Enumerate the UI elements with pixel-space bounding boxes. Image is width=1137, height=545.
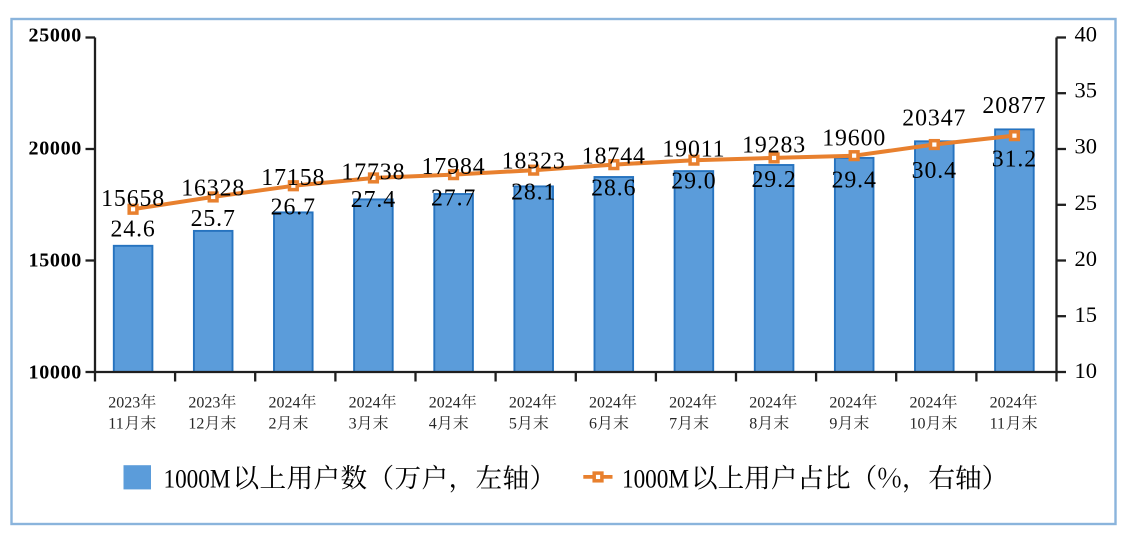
svg-text:15: 15 (1075, 302, 1098, 327)
svg-text:7: 7 (669, 416, 677, 433)
svg-text:1000M: 1000M (622, 463, 689, 493)
svg-text:2023: 2023 (108, 394, 140, 411)
svg-text:9: 9 (829, 416, 837, 433)
svg-text:4: 4 (429, 416, 437, 433)
svg-text:19600: 19600 (822, 126, 886, 152)
svg-text:2024: 2024 (429, 394, 461, 411)
svg-text:25.7: 25.7 (191, 206, 236, 232)
svg-text:28.1: 28.1 (511, 180, 556, 206)
svg-text:2024: 2024 (509, 394, 541, 411)
svg-text:25000: 25000 (29, 25, 83, 47)
svg-text:11: 11 (108, 416, 123, 433)
svg-text:30: 30 (1075, 134, 1098, 159)
svg-text:10000: 10000 (29, 362, 83, 384)
svg-text:28.6: 28.6 (591, 176, 636, 202)
svg-text:6: 6 (589, 416, 597, 433)
svg-text:20000: 20000 (29, 138, 83, 160)
svg-text:2024: 2024 (589, 394, 621, 411)
svg-text:29.2: 29.2 (751, 167, 796, 193)
svg-text:29.4: 29.4 (832, 168, 877, 194)
svg-text:20877: 20877 (982, 93, 1046, 119)
svg-text:18744: 18744 (582, 144, 646, 170)
svg-text:2024: 2024 (749, 394, 781, 411)
svg-text:27.4: 27.4 (351, 187, 396, 213)
svg-text:29.0: 29.0 (671, 169, 716, 195)
svg-text:17738: 17738 (341, 160, 405, 186)
svg-text:25: 25 (1075, 190, 1098, 215)
svg-text:15000: 15000 (29, 250, 83, 272)
svg-text:27.7: 27.7 (431, 186, 476, 212)
svg-text:2024: 2024 (910, 394, 942, 411)
svg-text:17158: 17158 (261, 165, 325, 191)
svg-text:19283: 19283 (742, 133, 806, 159)
svg-text:31.2: 31.2 (992, 147, 1037, 173)
svg-text:40: 40 (1075, 22, 1098, 47)
svg-text:3: 3 (349, 416, 357, 433)
svg-text:1000M: 1000M (164, 463, 231, 493)
svg-text:2024: 2024 (349, 394, 381, 411)
svg-text:26.7: 26.7 (271, 195, 316, 221)
svg-text:2023: 2023 (188, 394, 220, 411)
svg-text:12: 12 (188, 416, 204, 433)
svg-text:8: 8 (749, 416, 757, 433)
svg-text:20: 20 (1075, 246, 1098, 271)
svg-text:2024: 2024 (269, 394, 301, 411)
svg-text:24.6: 24.6 (110, 217, 155, 243)
svg-text:2024: 2024 (829, 394, 861, 411)
svg-text:15658: 15658 (101, 186, 165, 212)
svg-text:10: 10 (910, 416, 926, 433)
svg-text:19011: 19011 (662, 137, 725, 163)
svg-text:18323: 18323 (502, 149, 566, 175)
svg-text:17984: 17984 (422, 154, 486, 180)
svg-text:10: 10 (1075, 358, 1098, 383)
svg-text:20347: 20347 (902, 106, 966, 132)
svg-text:16328: 16328 (181, 176, 245, 202)
svg-text:11: 11 (990, 416, 1005, 433)
svg-text:2024: 2024 (669, 394, 701, 411)
svg-text:35: 35 (1075, 78, 1098, 103)
svg-text:2024: 2024 (990, 394, 1022, 411)
svg-text:30.4: 30.4 (912, 158, 957, 184)
svg-text:5: 5 (509, 416, 517, 433)
svg-text:2: 2 (269, 416, 277, 433)
